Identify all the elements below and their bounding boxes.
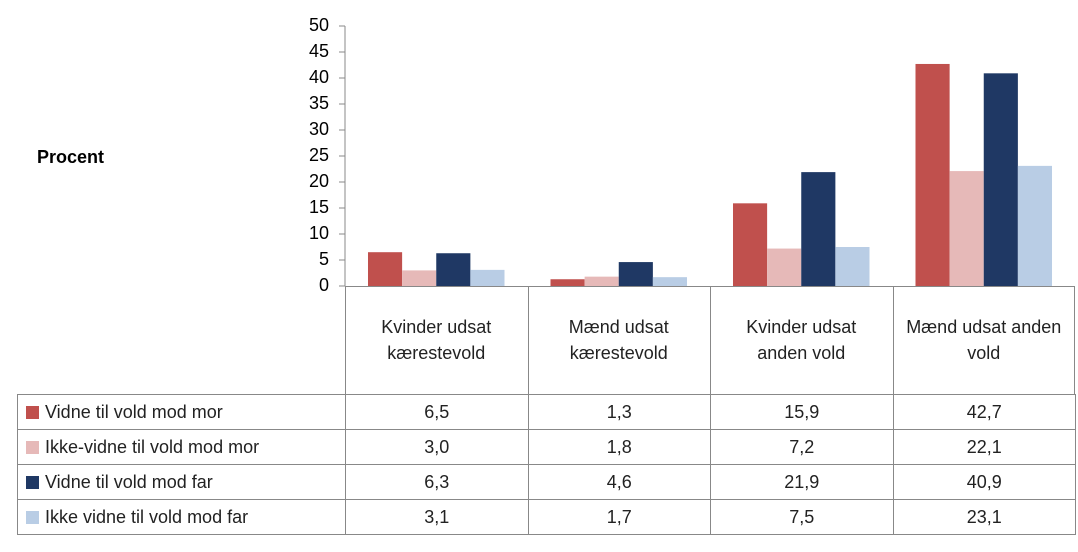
category-label: Kvinder udsat kærestevold xyxy=(381,317,492,363)
bar xyxy=(801,172,836,286)
table-divider xyxy=(710,286,711,394)
y-tick-label: 10 xyxy=(309,223,329,243)
table-value: 7,2 xyxy=(710,429,894,465)
table-value: 3,0 xyxy=(345,429,529,465)
bar xyxy=(1017,165,1053,286)
category-label: Mænd udsat kærestevold xyxy=(568,317,669,363)
table-value: 42,7 xyxy=(892,394,1076,430)
y-tick-label: 45 xyxy=(309,41,329,61)
bar xyxy=(402,270,437,286)
bar xyxy=(652,277,688,286)
table-value: 6,3 xyxy=(345,464,529,500)
bar xyxy=(915,63,950,287)
y-axis-title: Procent xyxy=(37,147,104,167)
table-value: 1,7 xyxy=(527,499,711,535)
legend-key xyxy=(26,405,39,419)
bar xyxy=(835,247,870,286)
category-label: Kvinder udsat anden vold xyxy=(746,317,857,363)
bar xyxy=(584,276,619,286)
legend-label: Vidne til vold mod mor xyxy=(45,402,223,422)
legend-cell: Vidne til vold mod far xyxy=(17,464,346,500)
y-tick-label: 0 xyxy=(319,275,329,295)
table-value: 4,6 xyxy=(527,464,711,500)
category-label: Mænd udsat anden vold xyxy=(906,317,1062,363)
y-tick-label: 50 xyxy=(309,15,329,35)
legend-key xyxy=(26,440,39,454)
y-tick-label: 35 xyxy=(309,93,329,113)
legend-cell: Ikke-vidne til vold mod mor xyxy=(17,429,346,465)
table-value: 15,9 xyxy=(710,394,894,430)
bar xyxy=(983,73,1018,286)
legend-cell: Ikke vidne til vold mod far xyxy=(17,499,346,535)
bar xyxy=(949,171,984,286)
table-divider xyxy=(527,286,529,394)
table-value: 40,9 xyxy=(892,464,1076,500)
y-tick-label: 25 xyxy=(309,145,329,165)
legend-label: Ikke vidne til vold mod far xyxy=(45,507,249,527)
table-value: 1,3 xyxy=(527,394,711,430)
legend-label: Ikke-vidne til vold mod mor xyxy=(45,437,260,457)
bar xyxy=(767,248,802,286)
table-divider xyxy=(892,286,894,394)
bar xyxy=(618,262,653,286)
table-value: 3,1 xyxy=(345,499,529,535)
y-tick-label: 15 xyxy=(309,197,329,217)
table-value: 21,9 xyxy=(710,464,894,500)
table-value: 22,1 xyxy=(892,429,1076,465)
bar xyxy=(550,279,585,286)
table-value: 1,8 xyxy=(527,429,711,465)
table-value: 7,5 xyxy=(710,499,894,535)
y-tick-label: 40 xyxy=(309,67,329,87)
bar xyxy=(732,203,768,286)
bar xyxy=(470,269,505,286)
y-tick-label: 20 xyxy=(309,171,329,191)
bar xyxy=(367,252,403,286)
legend-label: Vidne til vold mod far xyxy=(45,472,213,492)
legend-cell: Vidne til vold mod mor xyxy=(17,394,346,430)
y-tick-label: 5 xyxy=(319,249,329,269)
table-value: 6,5 xyxy=(345,394,529,430)
y-tick-label: 30 xyxy=(309,119,329,139)
table-value: 23,1 xyxy=(892,499,1076,535)
legend-key xyxy=(26,510,39,524)
bar xyxy=(436,253,471,286)
legend-key xyxy=(26,475,39,489)
